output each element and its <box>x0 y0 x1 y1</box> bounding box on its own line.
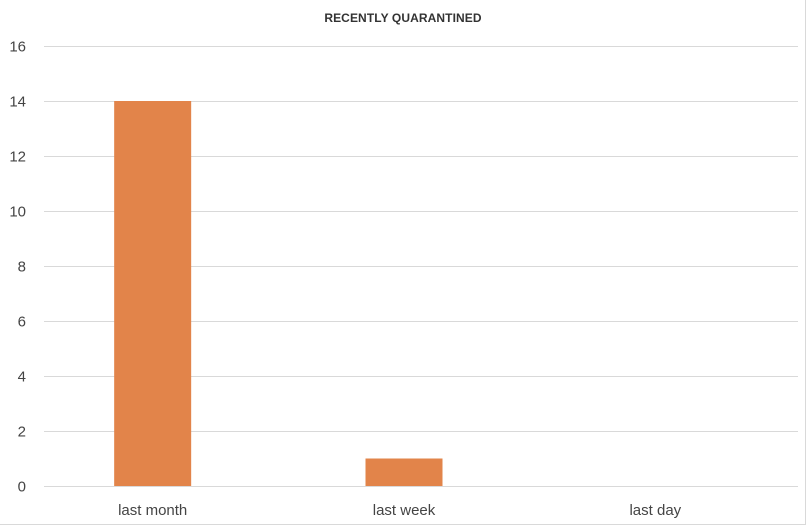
chart-title: RECENTLY QUARANTINED <box>324 11 482 25</box>
y-tick-label: 0 <box>18 479 26 496</box>
y-tick-label: 2 <box>18 424 26 441</box>
y-tick-label: 4 <box>18 369 26 386</box>
gridlines <box>44 46 798 487</box>
x-tick-label: last week <box>373 502 436 519</box>
y-tick-label: 8 <box>18 259 26 276</box>
y-tick-label: 6 <box>18 314 26 331</box>
x-tick-label: last month <box>118 502 187 519</box>
bars <box>114 101 443 486</box>
x-tick-label: last day <box>629 502 681 519</box>
bar-last-month <box>114 101 192 486</box>
y-tick-label: 16 <box>9 39 26 56</box>
y-axis-tick-labels: 0 2 4 6 8 10 12 14 16 <box>9 39 26 496</box>
y-tick-label: 12 <box>9 149 26 166</box>
y-tick-label: 10 <box>9 204 26 221</box>
y-tick-label: 14 <box>9 94 26 111</box>
bar-last-week <box>365 458 443 486</box>
x-axis-tick-labels: last month last week last day <box>118 502 682 519</box>
